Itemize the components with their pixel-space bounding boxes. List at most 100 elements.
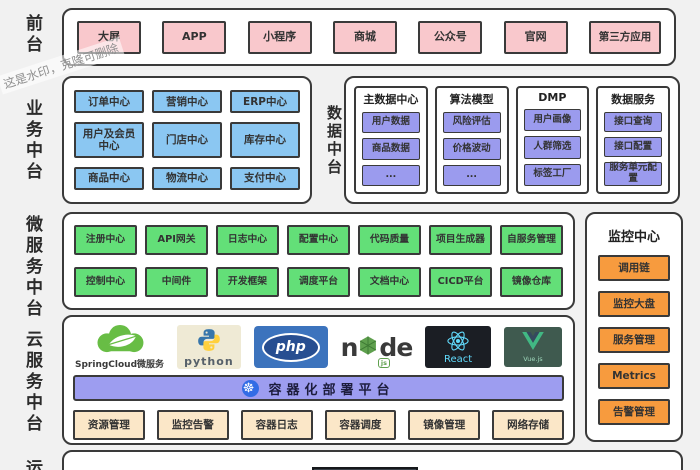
php-label: php <box>261 332 320 362</box>
data-item: 商品数据 <box>362 138 420 160</box>
business-item: 订单中心 <box>74 90 144 114</box>
php-logo: php <box>253 326 328 368</box>
data-column-title: DMP <box>538 91 567 104</box>
python-icon <box>196 327 222 357</box>
cloud-ops-row: 资源管理 监控告警 容器日志 容器调度 镜像管理 网络存储 <box>73 410 564 440</box>
data-platform-panel: 主数据中心 用户数据 商品数据 ... 算法模型 风险评估 价格波动 ... D… <box>344 76 680 204</box>
monitoring-item: 调用链 <box>598 255 670 281</box>
data-column-title: 主数据中心 <box>363 93 419 106</box>
data-item: 接口配置 <box>604 137 662 158</box>
vue-v-icon <box>522 331 544 354</box>
business-item: 库存中心 <box>230 122 300 158</box>
side-label-front: 前台 <box>22 14 42 56</box>
data-item: ... <box>362 164 420 186</box>
data-column-master-data: 主数据中心 用户数据 商品数据 ... <box>354 86 428 194</box>
microservice-item: 日志中心 <box>216 225 279 255</box>
nodejs-logo: n de js <box>340 332 413 368</box>
monitoring-center-panel: 监控中心 调用链 监控大盘 服务管理 Metrics 告警管理 <box>585 212 683 442</box>
container-deploy-platform-bar: ☸ 容器化部署平台 <box>73 375 564 401</box>
cloud-item: 容器调度 <box>324 410 397 440</box>
python-logo: python <box>176 325 241 369</box>
business-item: 用户及会员中心 <box>74 122 144 158</box>
microservice-item: 控制中心 <box>74 267 137 297</box>
python-label: python <box>184 354 234 368</box>
microservice-item: 代码质量 <box>358 225 421 255</box>
side-label-business: 业务中台 <box>22 99 42 183</box>
cloud-platform-panel: SpringCloud微服务 python php n <box>62 315 575 445</box>
microservice-item: 中间件 <box>145 267 208 297</box>
data-item: 人群筛选 <box>523 136 582 159</box>
monitoring-center-title: 监控中心 <box>607 230 660 245</box>
cloud-item: 资源管理 <box>73 410 145 440</box>
data-item: 价格波动 <box>442 138 501 160</box>
react-atom-icon <box>445 330 471 356</box>
front-item: 小程序 <box>247 20 312 54</box>
data-column-data-service: 数据服务 接口查询 接口配置 服务单元配置 <box>596 86 670 194</box>
business-item: 物流中心 <box>152 166 222 190</box>
microservice-item: 注册中心 <box>74 225 137 255</box>
spring-cloud-logo: SpringCloud微服务 <box>75 324 164 370</box>
data-item: 接口查询 <box>604 112 662 133</box>
spring-cloud-icon <box>91 324 149 358</box>
cloud-item: 监控告警 <box>156 410 229 440</box>
business-item: 门店中心 <box>152 122 222 158</box>
front-platform-panel: 大屏 APP 小程序 商城 公众号 官网 第三方应用 <box>62 8 676 66</box>
data-item: 服务单元配置 <box>604 162 662 186</box>
ops-header-box <box>312 467 418 470</box>
business-item: ERP中心 <box>230 90 300 114</box>
microservice-item: 自服务管理 <box>500 225 563 255</box>
react-logo: React <box>425 326 492 368</box>
microservice-item: 项目生成器 <box>429 225 492 255</box>
microservice-item: API网关 <box>145 225 208 255</box>
data-item: 标签工厂 <box>523 163 582 186</box>
vuejs-logo: Vue.js <box>504 327 562 367</box>
tech-logo-row: SpringCloud微服务 python php n <box>73 322 564 372</box>
monitoring-item: 监控大盘 <box>598 291 670 317</box>
data-item: ... <box>442 164 501 186</box>
node-wordmark-n: n <box>340 332 359 362</box>
business-item: 商品中心 <box>74 166 144 190</box>
microservice-item: 调度平台 <box>287 267 350 297</box>
data-item: 用户数据 <box>362 112 420 134</box>
ops-platform-panel <box>62 450 683 470</box>
side-label-ops: 运 <box>22 459 42 470</box>
microservice-item: CICD平台 <box>429 267 492 297</box>
microservice-item: 文档中心 <box>358 267 421 297</box>
node-hexagon-icon <box>358 335 378 360</box>
react-label: React <box>444 353 473 365</box>
container-deploy-platform-label: 容器化部署平台 <box>268 382 395 398</box>
monitoring-item: Metrics <box>598 363 670 389</box>
data-column-title: 数据服务 <box>611 93 656 106</box>
monitoring-item: 服务管理 <box>598 327 670 353</box>
data-column-title: 算法模型 <box>449 93 494 106</box>
data-item: 用户画像 <box>523 109 582 132</box>
vuejs-label: Vue.js <box>523 354 543 363</box>
nodejs-badge: js <box>377 357 390 368</box>
kubernetes-icon: ☸ <box>242 379 260 397</box>
front-item: APP <box>162 20 227 54</box>
side-label-microservice: 微服务中台 <box>22 215 42 320</box>
front-item: 第三方应用 <box>588 20 661 54</box>
front-item: 商城 <box>332 20 397 54</box>
microservice-item: 镜像仓库 <box>500 267 563 297</box>
business-platform-panel: 订单中心 营销中心 ERP中心 用户及会员中心 门店中心 库存中心 商品中心 物… <box>62 76 312 204</box>
node-wordmark-de: de <box>379 332 413 362</box>
cloud-item: 网络存储 <box>492 410 564 440</box>
data-item: 风险评估 <box>442 112 501 134</box>
microservice-item: 配置中心 <box>287 225 350 255</box>
front-item: 公众号 <box>418 20 483 54</box>
monitoring-item: 告警管理 <box>598 399 670 425</box>
data-column-dmp: DMP 用户画像 人群筛选 标签工厂 <box>515 86 590 194</box>
cloud-item: 镜像管理 <box>408 410 481 440</box>
business-item: 支付中心 <box>230 166 300 190</box>
spring-cloud-label: SpringCloud微服务 <box>75 360 165 370</box>
cloud-item: 容器日志 <box>240 410 313 440</box>
data-column-algorithm: 算法模型 风险评估 价格波动 ... <box>434 86 509 194</box>
business-item: 营销中心 <box>152 90 222 114</box>
data-platform-label: 数据中台 <box>325 105 343 177</box>
microservice-platform-panel: 注册中心 API网关 日志中心 配置中心 代码质量 项目生成器 自服务管理 控制… <box>62 212 575 310</box>
side-label-cloud: 云服务中台 <box>22 330 42 435</box>
microservice-item: 开发框架 <box>216 267 279 297</box>
front-item: 官网 <box>503 20 568 54</box>
